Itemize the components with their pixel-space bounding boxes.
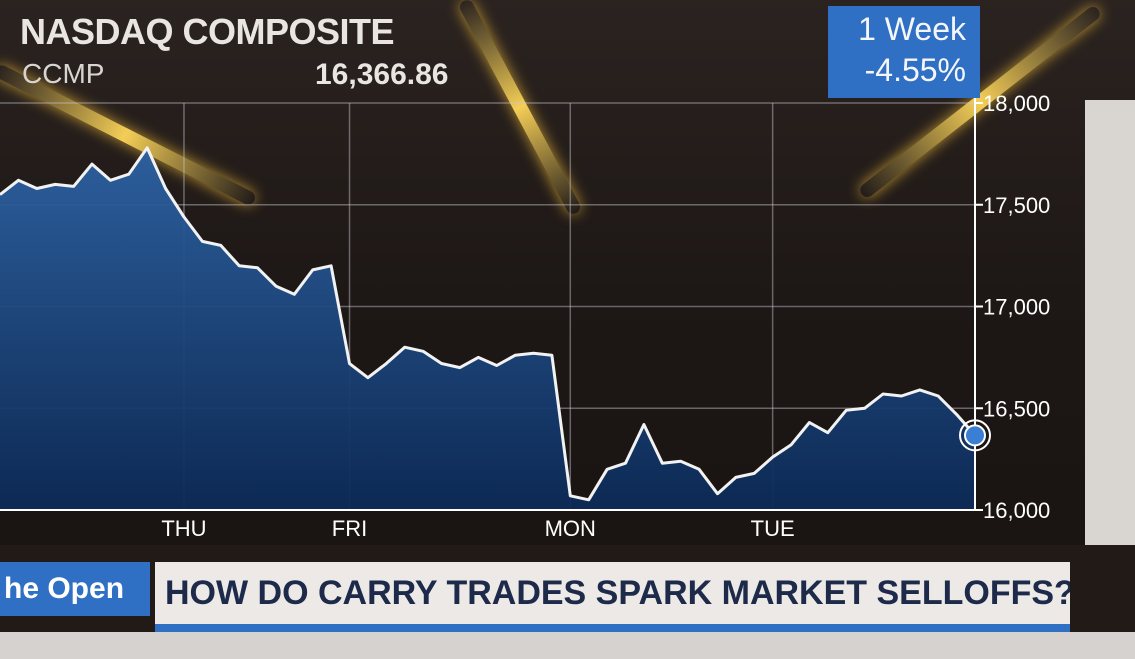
background-panel (1085, 100, 1135, 560)
bottom-strip (0, 632, 1135, 659)
x-day-label: TUE (751, 516, 795, 541)
headline-underline (155, 624, 1070, 632)
price-area (0, 147, 975, 511)
show-name-tag: he Open (0, 562, 150, 616)
ticker-code: CCMP (22, 58, 105, 89)
index-name: NASDAQ COMPOSITE (20, 11, 395, 52)
last-price: 16,366.86 (315, 58, 449, 91)
x-day-label: THU (161, 516, 206, 541)
x-day-label: FRI (332, 516, 367, 541)
y-tick-label: 16,000 (983, 498, 1050, 523)
y-tick-label: 17,500 (983, 193, 1050, 218)
y-tick-label: 16,500 (983, 396, 1050, 421)
period-label: 1 Week (858, 11, 966, 47)
price-line (0, 146, 977, 502)
index-title-block: NASDAQ COMPOSITE CCMP 16,366.86 (20, 10, 448, 91)
period-change: -4.55% (864, 52, 966, 88)
last-value-ring (959, 419, 991, 452)
y-tick-label: 17,000 (983, 295, 1050, 320)
x-day-label: MON (545, 516, 596, 541)
headline-text: HOW DO CARRY TRADES SPARK MARKET SELLOFF… (155, 562, 1070, 624)
period-change-box: 1 Week -4.55% (828, 6, 980, 98)
price-chart: 16,000 16,500 17,000 17,500 18,000 THU FRI MON T… (0, 91, 1050, 541)
last-value-marker (964, 424, 986, 447)
y-tick-label: 18,000 (983, 91, 1050, 116)
